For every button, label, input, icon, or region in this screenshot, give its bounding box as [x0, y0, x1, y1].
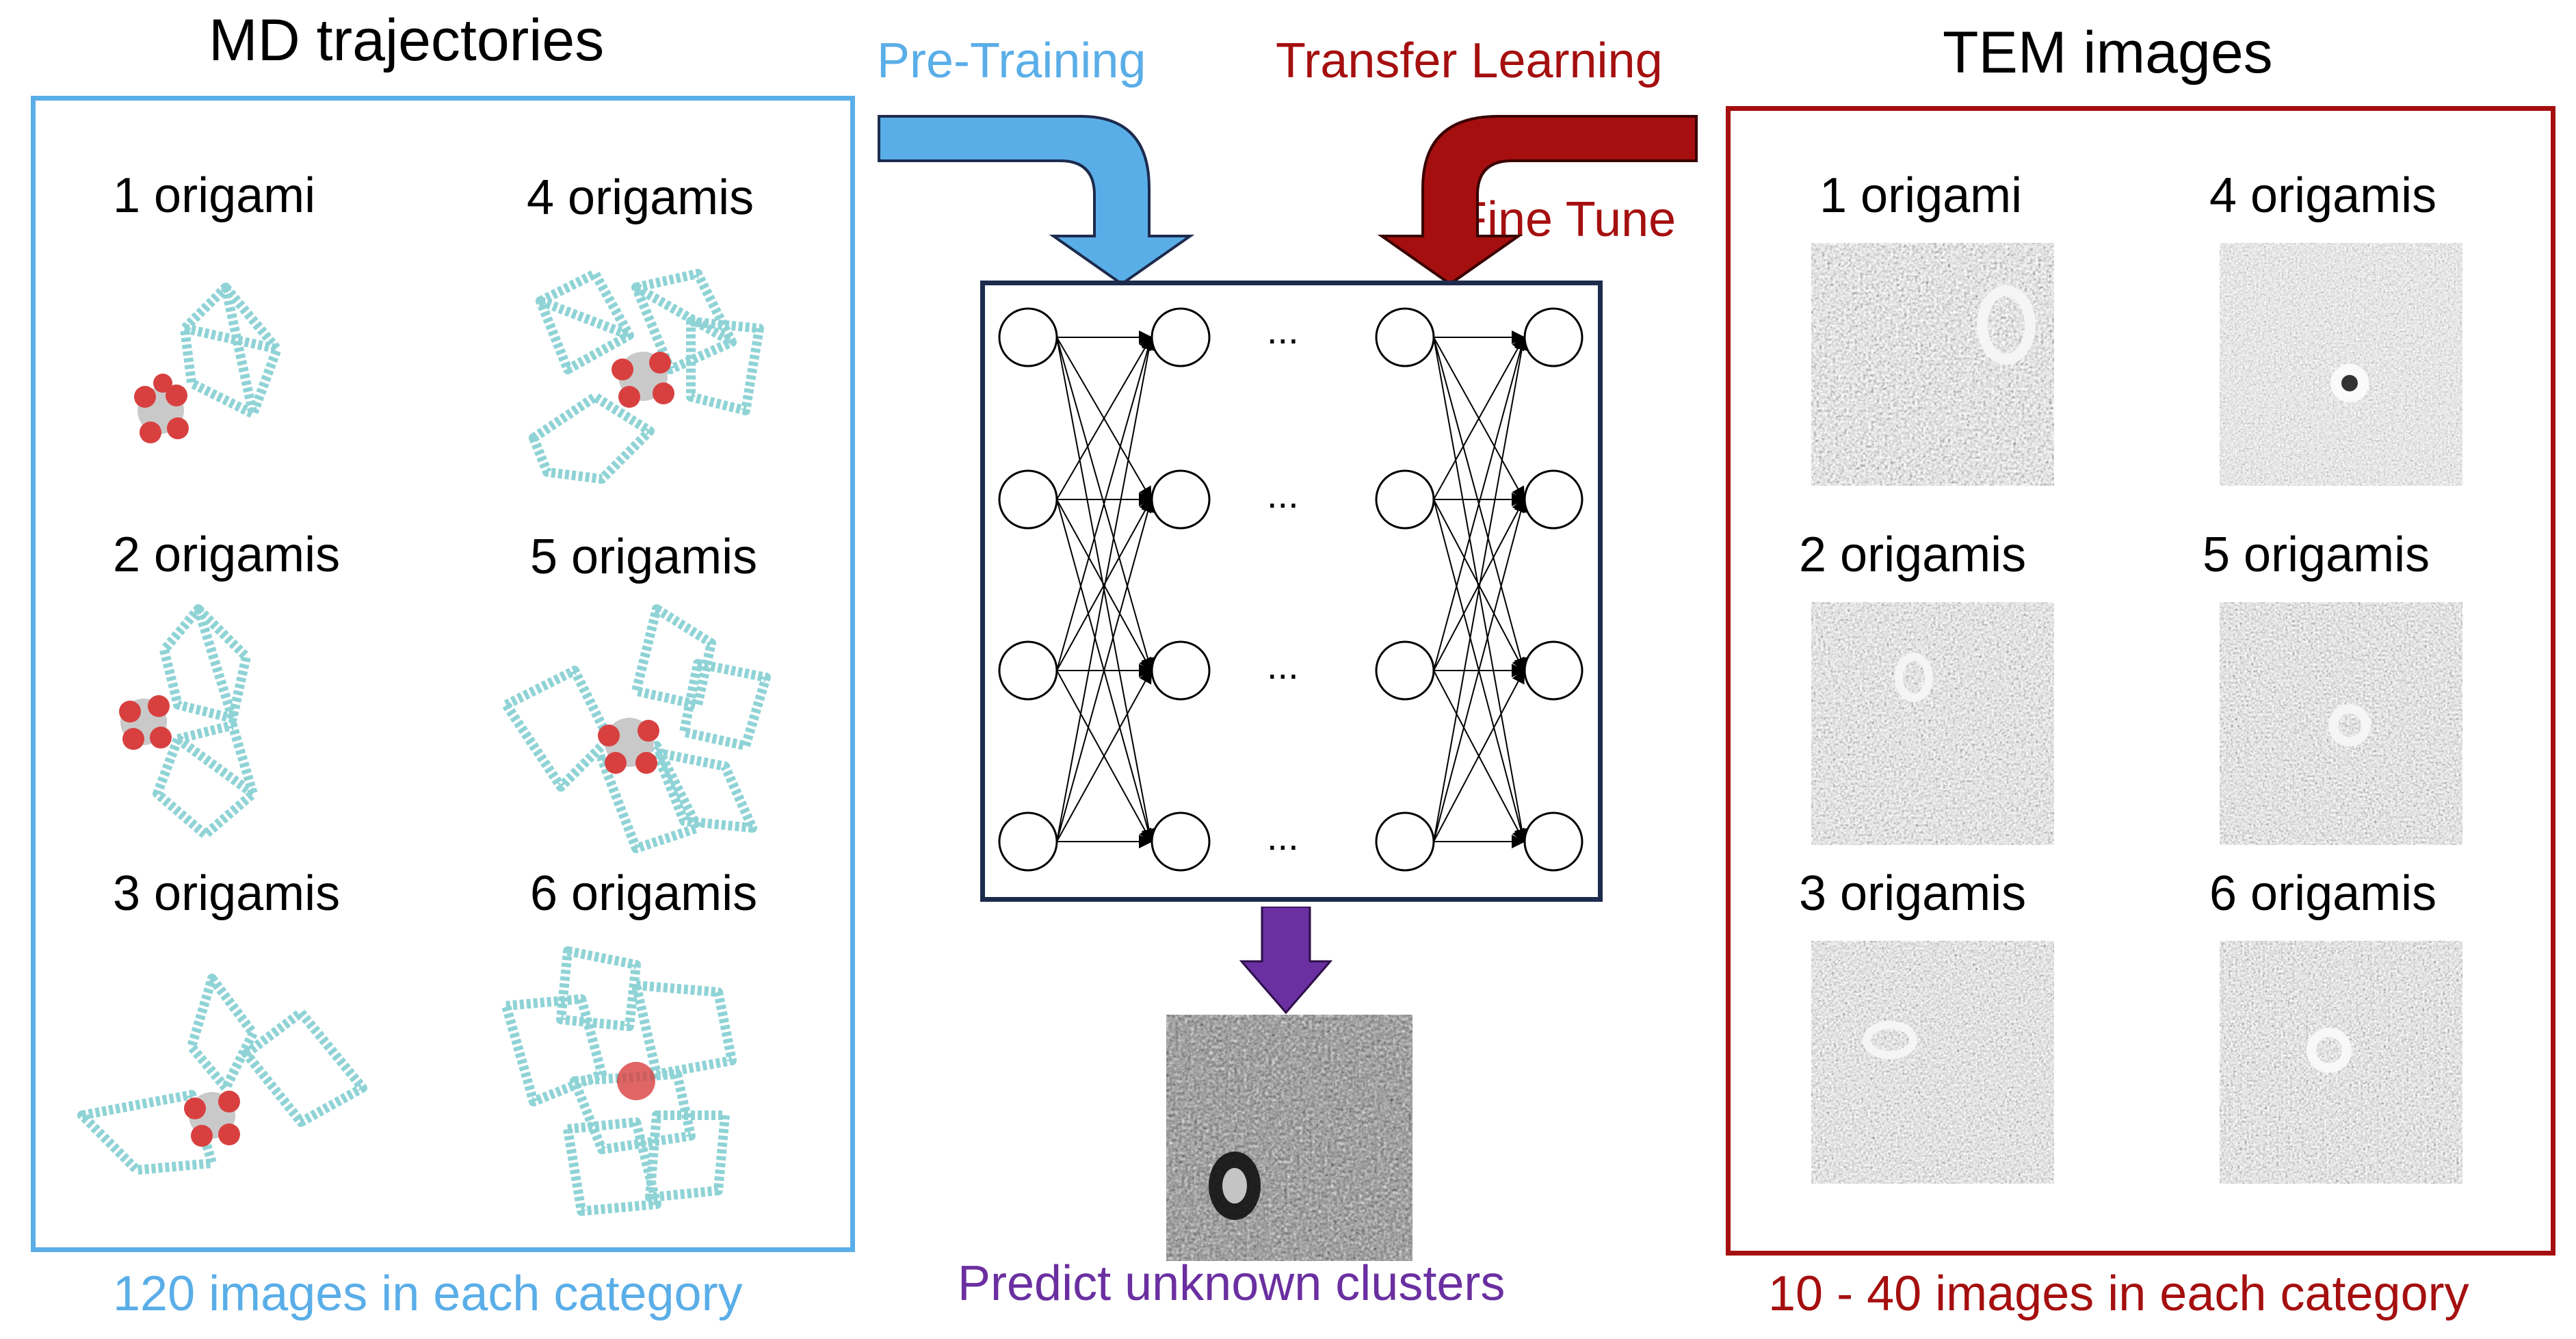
md-trajectories-panel — [31, 96, 855, 1252]
tem-image-3 — [1811, 941, 2054, 1184]
md-label-5: 5 origamis — [530, 530, 758, 584]
neural-network-diagram — [998, 307, 1583, 872]
tem-caption: 10 - 40 images in each category — [1768, 1266, 2469, 1321]
tem-images-panel — [1726, 106, 2555, 1256]
transfer-arrow — [1377, 115, 1698, 286]
ellipsis-row-1: ... — [1267, 309, 1299, 352]
transfer-learning-label: Transfer Learning — [1276, 34, 1663, 88]
tem-label-6: 6 origamis — [2209, 866, 2437, 921]
pretrain-label: Pre-Training — [877, 34, 1146, 88]
tem-label-4: 4 origamis — [2209, 168, 2437, 223]
tem-label-5: 5 origamis — [2203, 528, 2430, 582]
predict-tem-image — [1166, 1015, 1412, 1261]
ellipsis-row-3: ... — [1267, 644, 1299, 687]
md-label-2: 2 origamis — [113, 528, 341, 582]
md-label-4: 4 origamis — [527, 170, 754, 225]
tem-label-2: 2 origamis — [1799, 528, 2027, 582]
md-structure-6-origamis — [499, 944, 787, 1218]
tem-image-2 — [1811, 602, 2054, 845]
md-structure-4-origamis — [513, 260, 787, 486]
md-trajectories-title: MD trajectories — [209, 8, 605, 73]
md-structure-5-origamis — [499, 602, 787, 855]
predict-arrow — [1239, 907, 1333, 1015]
md-caption: 120 images in each category — [113, 1266, 743, 1321]
neural-network-box — [980, 281, 1603, 902]
tem-image-4 — [2220, 243, 2462, 486]
md-label-6: 6 origamis — [530, 866, 758, 921]
predict-caption: Predict unknown clusters — [958, 1256, 1506, 1311]
md-structure-1-origami — [123, 274, 301, 465]
tem-label-3: 3 origamis — [1799, 866, 2027, 921]
tem-image-5 — [2220, 602, 2462, 845]
md-structure-2-origamis — [116, 602, 294, 848]
ellipsis-row-4: ... — [1267, 815, 1299, 858]
md-label-1: 1 origami — [113, 168, 316, 223]
tem-images-title: TEM images — [1943, 20, 2273, 86]
ellipsis-row-2: ... — [1267, 473, 1299, 516]
tem-image-6 — [2220, 941, 2462, 1184]
md-structure-3-origamis — [75, 972, 376, 1177]
md-label-3: 3 origamis — [113, 866, 341, 921]
tem-label-1: 1 origami — [1819, 168, 2023, 223]
pretrain-arrow — [878, 115, 1195, 286]
tem-image-1 — [1811, 243, 2054, 486]
